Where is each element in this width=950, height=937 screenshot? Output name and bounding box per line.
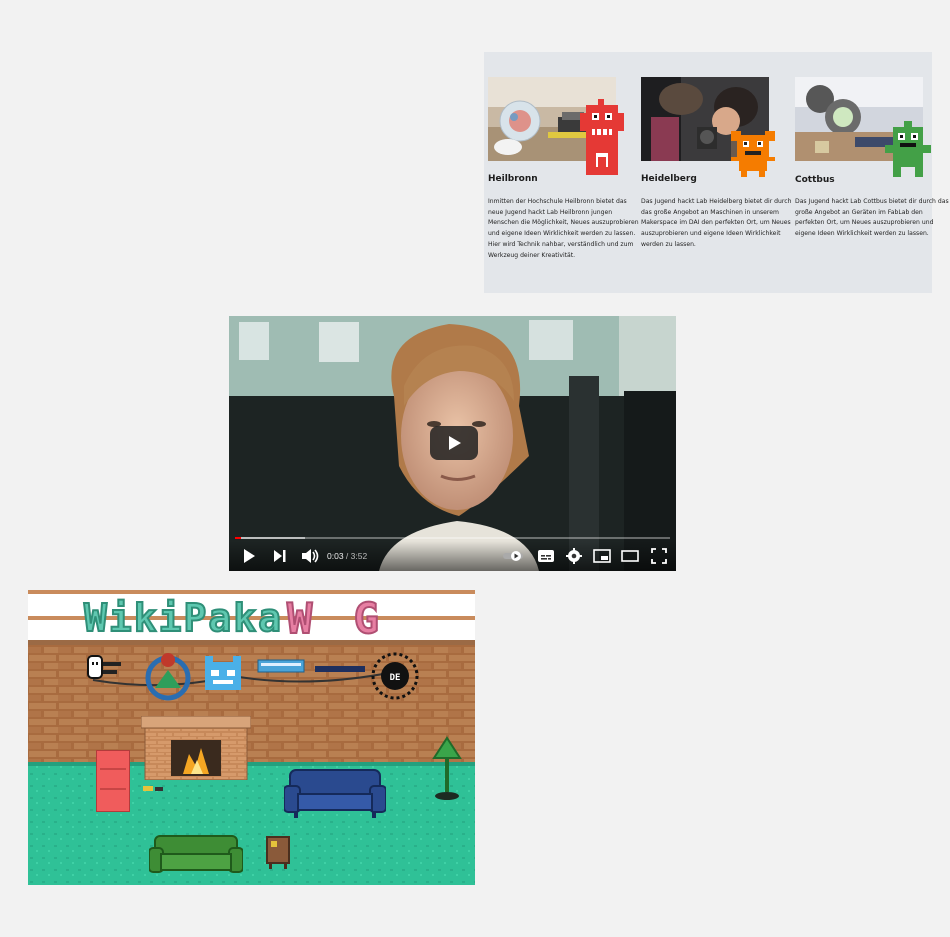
theater-mode-icon[interactable] [621, 547, 639, 565]
subtitles-icon[interactable] [537, 547, 555, 565]
wall-decorations: DE [87, 652, 419, 701]
ghost-icon [87, 655, 121, 679]
lab-description: Das Jugend hackt Lab Heidelberg bietet d… [641, 198, 792, 248]
lab-title: Cottbus [795, 175, 835, 185]
red-cabinet[interactable] [96, 750, 130, 812]
fullscreen-icon[interactable] [650, 547, 668, 565]
blue-sofa[interactable] [284, 768, 386, 818]
lab-description: Das Jugend hackt Lab Cottbus bietet dir … [795, 198, 949, 238]
green-sofa[interactable] [149, 834, 243, 876]
play-icon [449, 436, 461, 450]
cat-icon [205, 656, 241, 690]
floor-lamp[interactable] [430, 736, 464, 802]
video-player[interactable]: 0:03 / 3:52 [229, 316, 676, 571]
de-sun-icon: DE [371, 652, 419, 700]
keyboard-icon [257, 659, 305, 673]
title-wg: W G [286, 593, 387, 644]
progress-played [235, 537, 241, 539]
green-monster-mascot [885, 121, 931, 177]
player-controls: 0:03 / 3:52 [229, 537, 676, 571]
settings-icon[interactable] [565, 547, 583, 565]
miniplayer-icon[interactable] [593, 547, 611, 565]
lab-title: Heidelberg [641, 174, 697, 184]
large-play-button[interactable] [430, 426, 478, 460]
fireplace[interactable] [141, 716, 251, 780]
pixel-room-scene: WikiPaka W G DE [28, 590, 475, 885]
progress-bar[interactable] [235, 537, 670, 539]
next-icon[interactable] [271, 547, 287, 565]
duration: 3:52 [350, 551, 368, 561]
svg-text:DE: DE [390, 673, 401, 683]
floor-item[interactable] [141, 784, 171, 794]
volume-icon[interactable] [300, 547, 320, 565]
current-time: 0:03 [327, 551, 344, 561]
bar-icon [315, 666, 365, 672]
progress-buffer [235, 537, 305, 539]
labs-panel: Heilbronn Inmitten der Hochschule Heilbr… [484, 52, 949, 293]
autoplay-toggle-icon[interactable] [502, 547, 526, 565]
lab-description: Inmitten der Hochschule Heilbronn bietet… [488, 198, 639, 259]
play-icon[interactable] [241, 547, 257, 565]
wikimedia-logo-icon [145, 653, 191, 701]
red-robot-mascot [580, 99, 624, 175]
title-wikipaka: WikiPaka [83, 595, 284, 641]
orange-monster-mascot [731, 131, 775, 177]
lab-title: Heilbronn [488, 174, 538, 184]
time-display: 0:03 / 3:52 [327, 551, 367, 561]
side-table[interactable] [265, 835, 291, 871]
lab-photo-heidelberg [641, 77, 769, 161]
time-separator: / [345, 551, 349, 561]
game-title: WikiPaka W G [83, 593, 387, 644]
